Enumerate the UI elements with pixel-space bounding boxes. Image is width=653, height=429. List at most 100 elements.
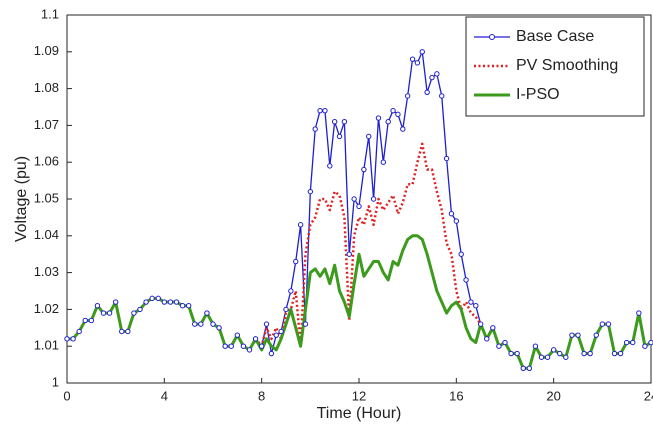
data-point [409,56,416,62]
data-point [395,111,401,118]
data-point [293,258,299,265]
data-point [569,332,575,338]
data-point [404,93,411,99]
y-tick-label: 1.03 [34,264,59,279]
data-point [375,115,382,121]
data-point [617,350,624,357]
x-axis-label: Time (Hour) [317,405,402,422]
data-point [563,354,569,360]
data-point [575,332,581,338]
data-point [137,306,143,313]
data-point [520,365,526,371]
data-point [414,60,421,66]
data-point [88,317,95,324]
data-point [439,93,445,99]
data-point [82,317,88,324]
data-point [131,310,137,316]
data-point [544,354,551,360]
data-point [119,328,125,335]
data-point [361,166,367,173]
data-point [642,343,648,349]
data-point [100,310,107,316]
data-point [155,295,161,302]
x-tick-label: 8 [258,388,265,403]
data-point [346,251,352,257]
data-point [458,251,464,257]
data-point [278,328,284,335]
data-point [463,277,469,283]
y-tick-label: 1.01 [34,338,59,353]
data-point [636,310,642,316]
data-point [216,325,222,331]
data-point [490,325,496,331]
data-point [380,159,387,165]
data-point [228,343,234,349]
y-tick-label: 1.05 [34,190,59,205]
x-tick-label: 0 [63,388,70,403]
data-point [246,347,253,353]
data-point [605,321,612,327]
data-point [385,119,391,125]
data-point [473,303,479,309]
data-point [125,328,131,335]
data-point [434,71,440,77]
data-point [258,343,265,349]
legend-label: I-PSO [516,86,560,103]
data-point [94,303,101,309]
legend: Base Case PV Smoothing I-PSO [465,16,645,117]
data-point [192,321,198,327]
data-point [538,354,545,360]
data-point [283,306,289,313]
data-point [623,339,630,346]
data-point [240,343,247,349]
data-point [341,119,348,125]
data-point [268,350,275,357]
data-point [648,339,653,346]
data-point [599,321,606,327]
data-point [468,299,474,305]
data-point [222,343,228,349]
data-point [630,339,636,346]
data-point [161,299,168,305]
data-point [400,126,406,132]
data-point [317,107,323,114]
data-point [149,295,155,302]
y-tick-label: 1.1 [41,6,59,21]
data-point [312,126,318,132]
data-point [419,49,425,55]
data-point [593,332,599,338]
data-point [351,196,357,202]
data-point [611,350,618,357]
data-point [557,350,563,357]
data-point [331,119,338,125]
data-point [366,133,372,140]
data-point [185,303,192,309]
data-point [587,350,593,357]
data-point [477,321,484,327]
data-point [356,203,362,210]
x-tick-label: 4 [161,388,168,403]
data-point [70,336,76,342]
data-point [173,299,180,305]
x-tick-label: 16 [449,388,463,403]
data-point [526,365,533,371]
data-point [198,321,204,327]
data-point [429,74,435,81]
data-point [370,196,377,202]
legend-marker [489,34,495,40]
data-point [210,321,216,327]
data-point [204,310,210,316]
data-point [252,336,259,342]
data-point [322,107,328,114]
data-point [307,188,314,195]
legend-box [465,16,645,117]
y-tick-label: 1.04 [34,227,59,242]
data-point [112,299,119,305]
x-tick-label: 12 [352,388,366,403]
legend-label: Base Case [516,28,594,45]
data-point [76,328,82,335]
y-tick-label: 1.09 [34,43,59,58]
data-point [106,310,113,316]
y-tick-label: 1.08 [34,80,59,95]
data-point [424,89,430,95]
